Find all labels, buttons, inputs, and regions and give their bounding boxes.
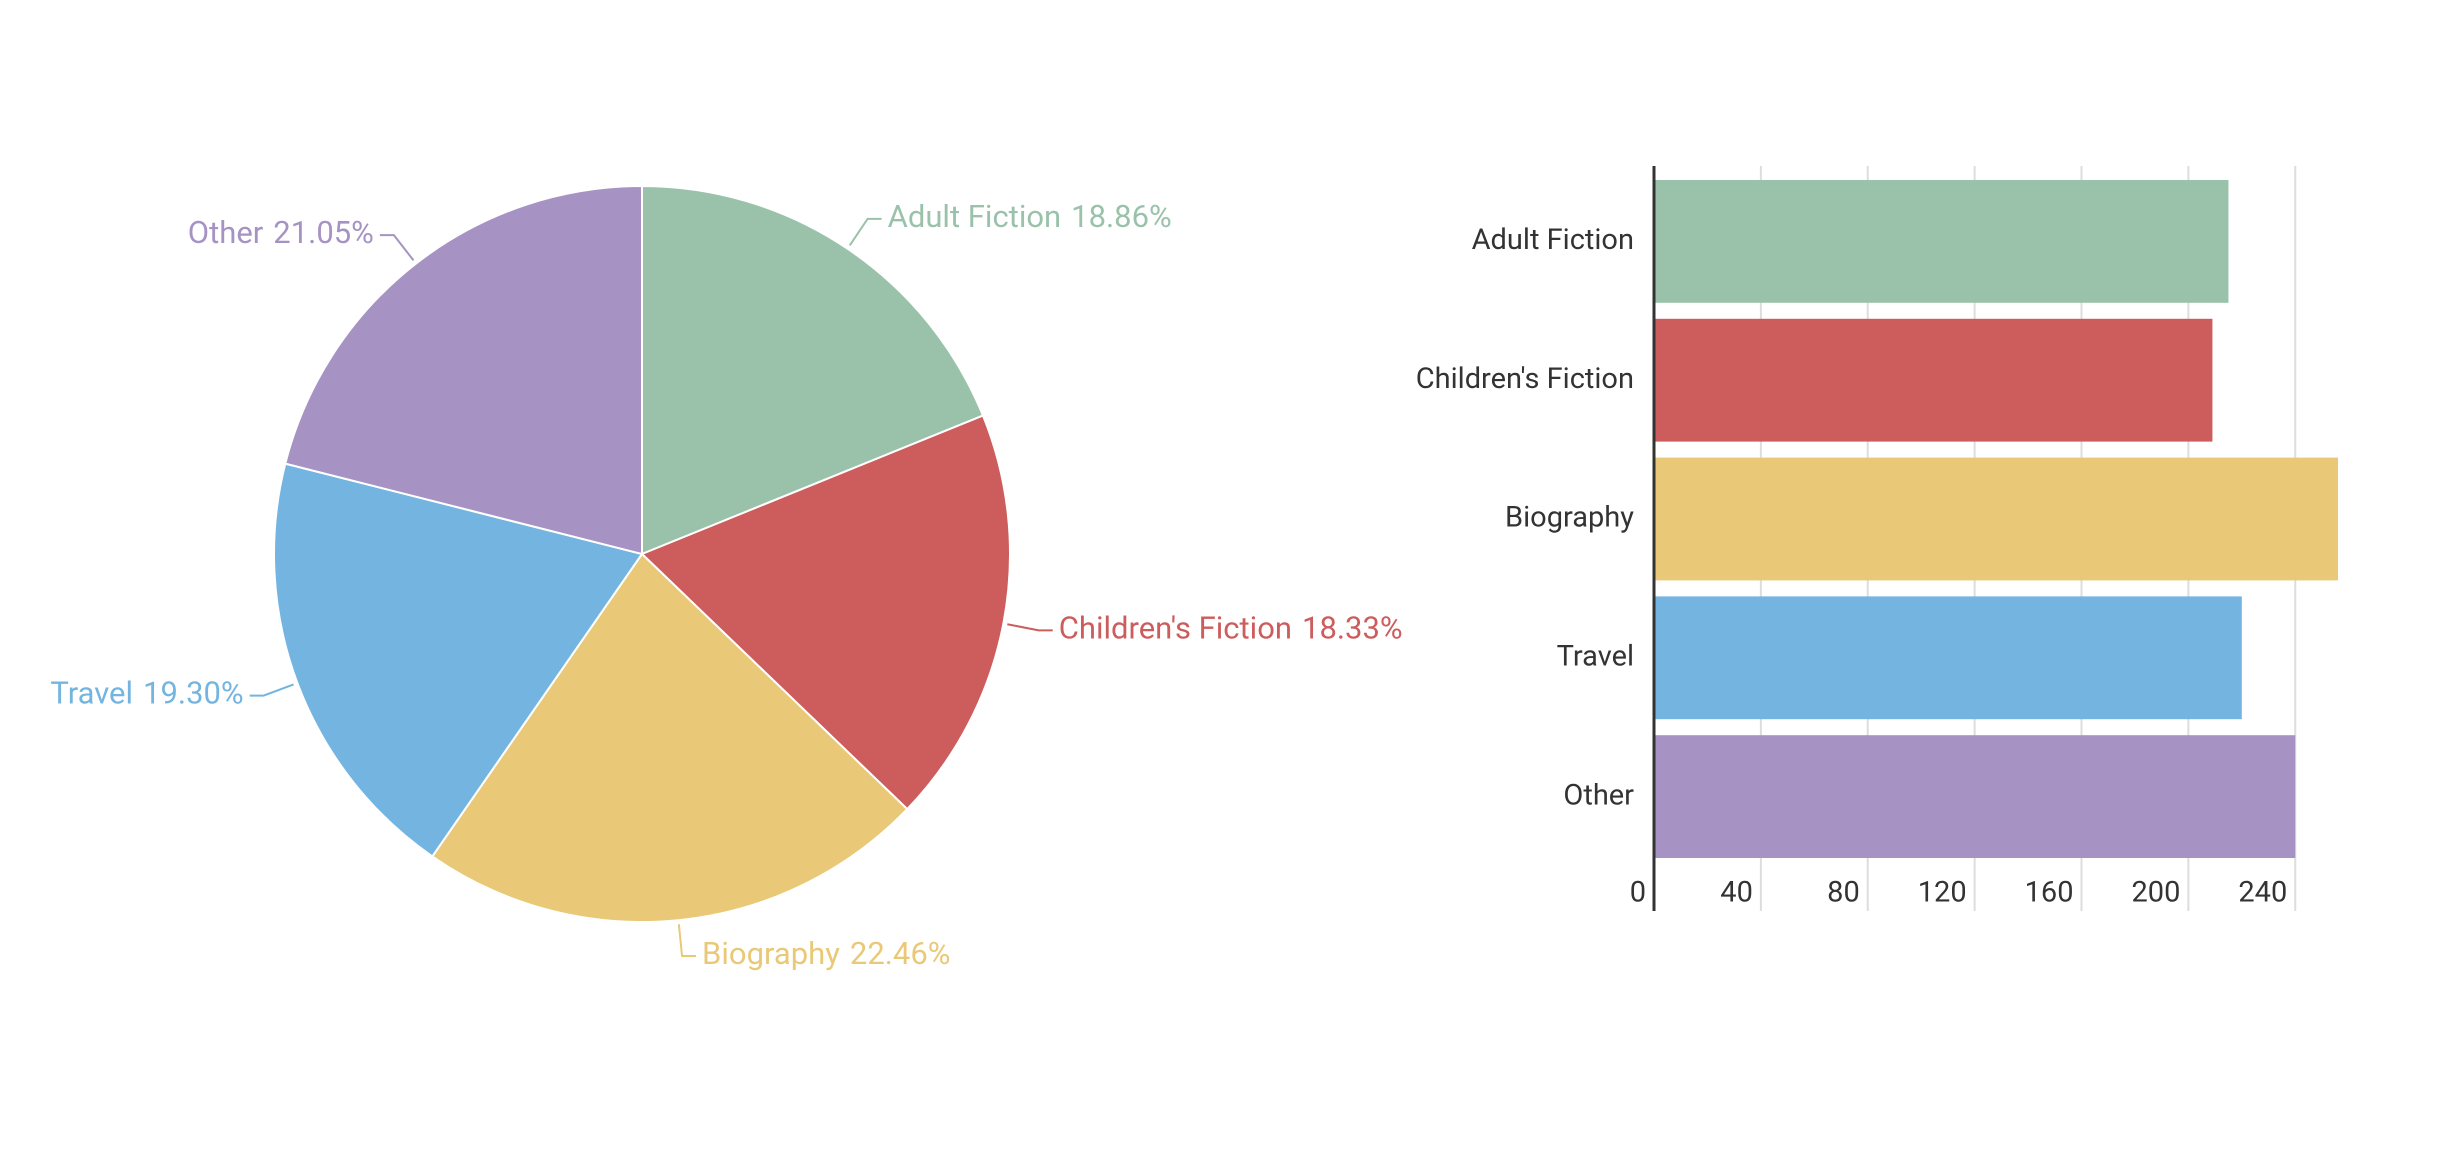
pie-label: Biography 22.46% — [702, 935, 950, 972]
pie-label-value: 18.33% — [1302, 610, 1403, 647]
leader-line — [379, 234, 415, 262]
pie-label: Travel 19.30% — [50, 675, 243, 712]
pie-label-value: 22.46% — [850, 935, 951, 972]
x-tick-label: 80 — [1827, 876, 1860, 910]
x-tick-label: 160 — [2025, 876, 2074, 910]
leader-line — [848, 217, 882, 246]
bar — [1654, 180, 2229, 303]
x-tick-label: 40 — [1720, 876, 1753, 910]
pie-slice — [273, 462, 644, 858]
bar — [1654, 318, 2213, 442]
x-tick-label: 0 — [1630, 876, 1646, 910]
x-tick-label: 120 — [1918, 876, 1967, 910]
pie-label-category: Children's Fiction — [1059, 610, 1292, 647]
bar — [1654, 596, 2242, 720]
bar — [1654, 457, 2338, 581]
pie-label-value: 21.05% — [273, 214, 374, 251]
pie-label-category: Biography — [702, 935, 840, 972]
pie-slice — [430, 552, 909, 923]
pie-label-category: Travel — [50, 675, 133, 712]
leader-line — [249, 683, 294, 697]
pie-slice — [284, 184, 643, 556]
pie-label-value: 19.30% — [143, 675, 244, 712]
x-tick-label: 200 — [2131, 876, 2180, 910]
y-tick-label: Other — [1563, 778, 1634, 812]
pie-label: Adult Fiction 18.86% — [888, 198, 1172, 235]
y-tick-label: Travel — [1557, 639, 1634, 673]
leader-line — [1007, 623, 1053, 632]
pie-slice — [640, 414, 1011, 811]
pie-label: Children's Fiction 18.33% — [1059, 610, 1403, 647]
pie-label: Other 21.05% — [188, 214, 374, 251]
y-tick-label: Children's Fiction — [1416, 362, 1634, 396]
x-tick-label: 240 — [2238, 876, 2287, 910]
bar — [1654, 735, 2296, 858]
pie-label-value: 18.86% — [1071, 198, 1172, 235]
pie-label-category: Adult Fiction — [888, 198, 1062, 235]
y-tick-label: Biography — [1505, 501, 1634, 535]
leader-line — [677, 924, 697, 958]
pie-label-category: Other — [188, 214, 264, 251]
pie-slice — [641, 184, 985, 556]
y-tick-label: Adult Fiction — [1472, 223, 1634, 257]
